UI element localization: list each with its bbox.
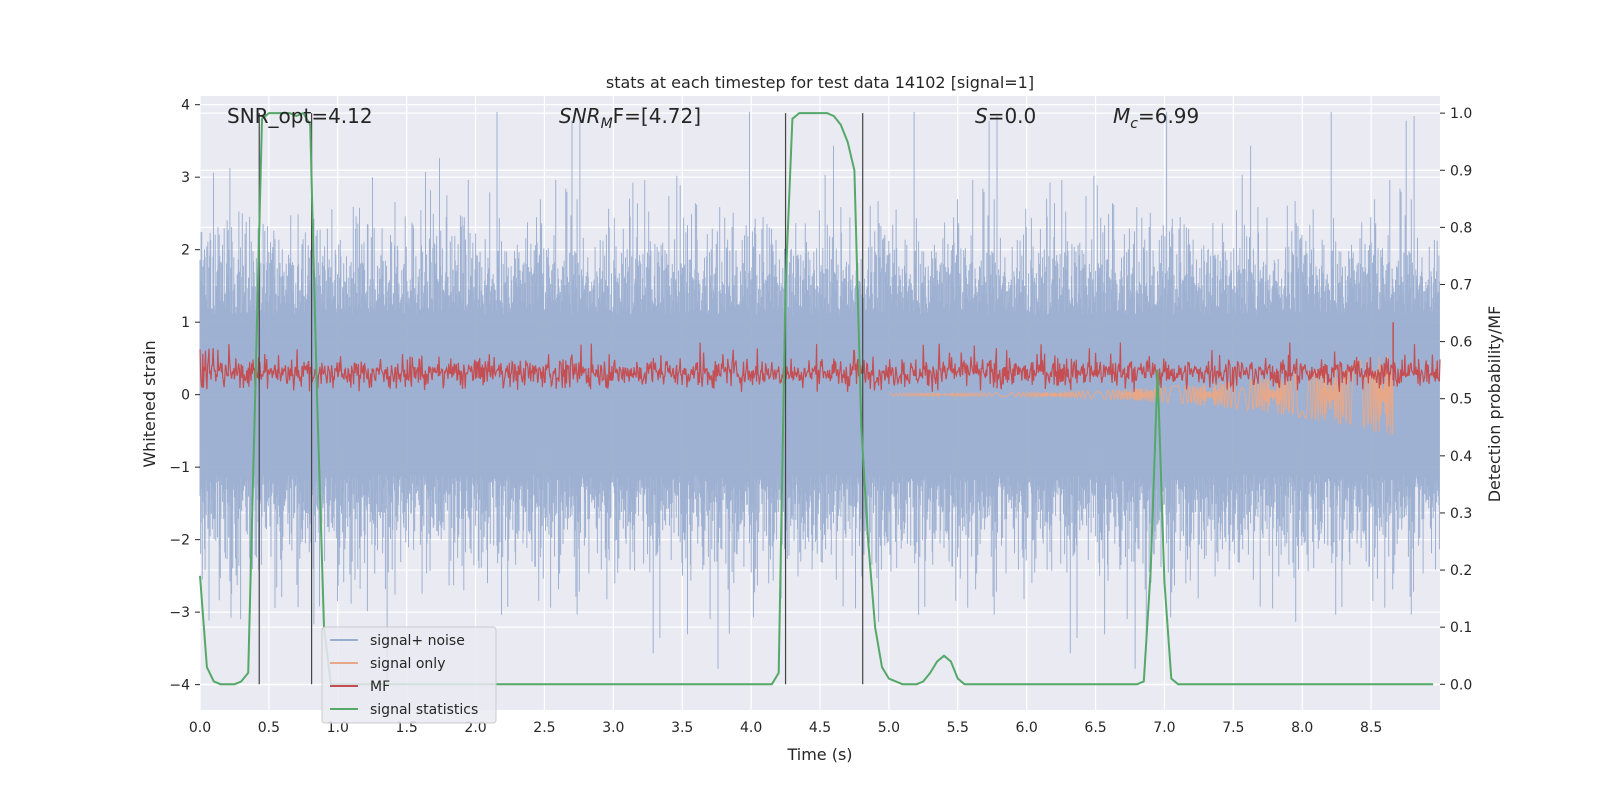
annotation-mc: Mc=6.99 [1113, 104, 1199, 132]
y-tick-label-right: 0.1 [1450, 620, 1472, 636]
x-tick-label: 7.5 [1222, 720, 1244, 736]
x-tick-label: 1.0 [327, 720, 349, 736]
annotation-snr-mf: SNRMF=[4.72] [559, 104, 701, 132]
x-tick-label: 4.0 [740, 720, 762, 736]
x-tick-label: 2.0 [464, 720, 486, 736]
x-tick-label: 2.5 [533, 720, 555, 736]
x-axis-label: Time (s) [786, 745, 852, 764]
mf-trace [199, 342, 1441, 392]
legend-label-signal-only: signal only [370, 656, 445, 672]
y-tick-label-left: 3 [181, 170, 190, 186]
annotation-mc-main: M [1113, 104, 1130, 128]
x-tick-label: 3.0 [602, 720, 624, 736]
annotation-s-main: S [975, 104, 988, 128]
y-tick-label-right: 0.3 [1450, 506, 1472, 522]
y-tick-label-right: 0.4 [1450, 449, 1472, 465]
annotation-snr-mf-sub: M [601, 116, 613, 132]
x-tick-label: 1.5 [396, 720, 418, 736]
y-tick-label-left: −3 [169, 605, 190, 621]
y-axis-label-left: Whitened strain [140, 340, 159, 467]
y-tick-label-left: −4 [169, 678, 190, 694]
y-tick-label-right: 0.8 [1450, 220, 1472, 236]
x-tick-label: 6.0 [1016, 720, 1038, 736]
x-tick-label: 5.0 [878, 720, 900, 736]
x-tick-label: 5.5 [947, 720, 969, 736]
x-tick-label: 8.5 [1360, 720, 1382, 736]
signal-statistics-trace [199, 112, 1434, 686]
x-tick-label: 6.5 [1084, 720, 1106, 736]
legend-label-mf: MF [370, 679, 390, 695]
y-tick-label-right: 0.6 [1450, 335, 1472, 351]
y-tick-label-left: 2 [181, 243, 190, 259]
axis-ticks: 0.0 0.5 1.0 1.5 2.0 2.5 3.0 3.5 4.0 4.5 5.0 5.5 6.0 6… [169, 98, 1472, 736]
y-tick-label-left: −2 [169, 533, 190, 549]
x-tick-label: 8.0 [1291, 720, 1313, 736]
annotation-snr-mf-tail: F=[4.72] [613, 104, 701, 128]
y-tick-label-left: 0 [181, 388, 190, 404]
x-tick-label: 4.5 [809, 720, 831, 736]
annotation-snr-mf-main: SNR [559, 104, 601, 128]
y-tick-label-right: 0.0 [1450, 677, 1472, 693]
y-tick-label-right: 0.2 [1450, 563, 1472, 579]
annotation-s-tail: =0.0 [988, 104, 1037, 128]
y-tick-label-left: 1 [181, 315, 190, 331]
y-tick-label-left: −1 [169, 460, 190, 476]
x-tick-label: 0.0 [189, 720, 211, 736]
legend-label-signal-noise: signal+ noise [370, 633, 465, 649]
x-tick-label: 3.5 [671, 720, 693, 736]
series-mf [199, 322, 1441, 392]
y-axis-label-right: Detection probability/MF [1485, 306, 1504, 503]
y-tick-label-left: 4 [181, 98, 190, 114]
y-tick-label-right: 0.5 [1450, 392, 1472, 408]
legend-label-signal-statistics: signal statistics [370, 702, 478, 718]
y-tick-label-right: 0.9 [1450, 163, 1472, 179]
chart-title: stats at each timestep for test data 141… [606, 73, 1034, 92]
legend-box [321, 626, 497, 724]
annotation-mc-sub: c [1130, 116, 1138, 132]
y-tick-label-right: 0.7 [1450, 277, 1472, 293]
x-tick-label: 0.5 [258, 720, 280, 736]
y-tick-label-right: 1.0 [1450, 106, 1472, 122]
annotation-snr-opt: SNR_opt=4.12 [227, 104, 373, 128]
series-signal-statistics [199, 112, 1434, 686]
annotation-mc-tail: =6.99 [1138, 104, 1199, 128]
legend: signal+ noise signal only MF signal stat… [321, 626, 497, 724]
annotation-s: S=0.0 [975, 104, 1036, 128]
x-tick-label: 7.0 [1153, 720, 1175, 736]
